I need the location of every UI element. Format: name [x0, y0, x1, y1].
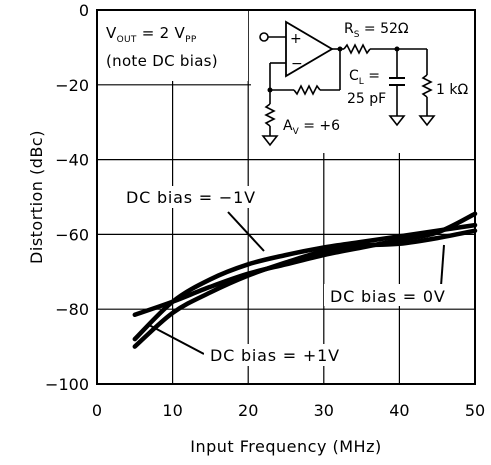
x-tick-label: 20: [238, 401, 258, 420]
note-box: [98, 11, 248, 81]
x-tick-label: 0: [92, 401, 102, 420]
series-line-dc-bias-plus1v: [132, 228, 478, 349]
series-line-dc-bias-0v: [132, 211, 478, 318]
cl-value: 25 pF: [347, 91, 386, 107]
x-tick-label: 10: [162, 401, 182, 420]
schematic: + − RS = 52Ω CL = 25 pF 1 kΩ: [251, 11, 474, 153]
rl-label: 1 kΩ: [436, 82, 468, 98]
annotation-bg-plus1: [204, 344, 369, 366]
ground-symbol-2: [388, 115, 406, 127]
op-amp-plus: +: [290, 31, 302, 47]
ground-symbol-1: [261, 135, 279, 147]
x-tick-label: 40: [389, 401, 409, 420]
y-tick-label: −100: [45, 375, 89, 394]
x-tick-label: 50: [465, 401, 485, 420]
cl-label: CL =: [349, 68, 380, 87]
op-amp-symbol: [285, 20, 334, 78]
annotation-dc-bias-plus1: DC bias = +1V: [210, 346, 340, 365]
y-axis-title: Distortion (dBc): [27, 130, 46, 264]
tick-labels: 0 10 20 30 40 50 0 −20 −40 −60 −80 −100: [45, 1, 485, 420]
annotation-leaders: [148, 211, 445, 355]
annotation-bg-zero: [324, 284, 469, 306]
ground-symbol-3: [418, 115, 436, 127]
y-tick-label: −20: [55, 76, 89, 95]
schematic-background: [251, 11, 474, 153]
y-tick-label: −80: [55, 300, 89, 319]
y-tick-label: 0: [79, 1, 89, 20]
av-label: AV = +6: [283, 118, 340, 137]
rs-label: RS = 52Ω: [344, 21, 409, 40]
y-tick-label: −60: [55, 225, 89, 244]
y-tick-label: −40: [55, 151, 89, 170]
plot-frame: [96, 9, 476, 385]
x-axis-title: Input Frequency (MHz): [190, 437, 381, 456]
feedback-resistor: [293, 84, 321, 96]
vout-label: VOUT = 2 VPP: [106, 24, 197, 45]
series-line-dc-bias-1v: [132, 222, 478, 342]
x-tick-label: 30: [314, 401, 334, 420]
load-resistor: [421, 74, 433, 98]
annotation-dc-bias-minus1: DC bias = −1V: [126, 188, 256, 207]
series-group: [132, 211, 478, 349]
input-terminal: [259, 32, 269, 42]
gain-resistor: [264, 103, 276, 127]
rs-resistor: [343, 43, 371, 55]
annotation-dc-bias-zero: DC bias = 0V: [330, 287, 446, 306]
annotation-bg-minus1: [120, 186, 258, 208]
note-dc-bias: (note DC bias): [106, 52, 218, 70]
op-amp-minus: −: [291, 56, 303, 72]
